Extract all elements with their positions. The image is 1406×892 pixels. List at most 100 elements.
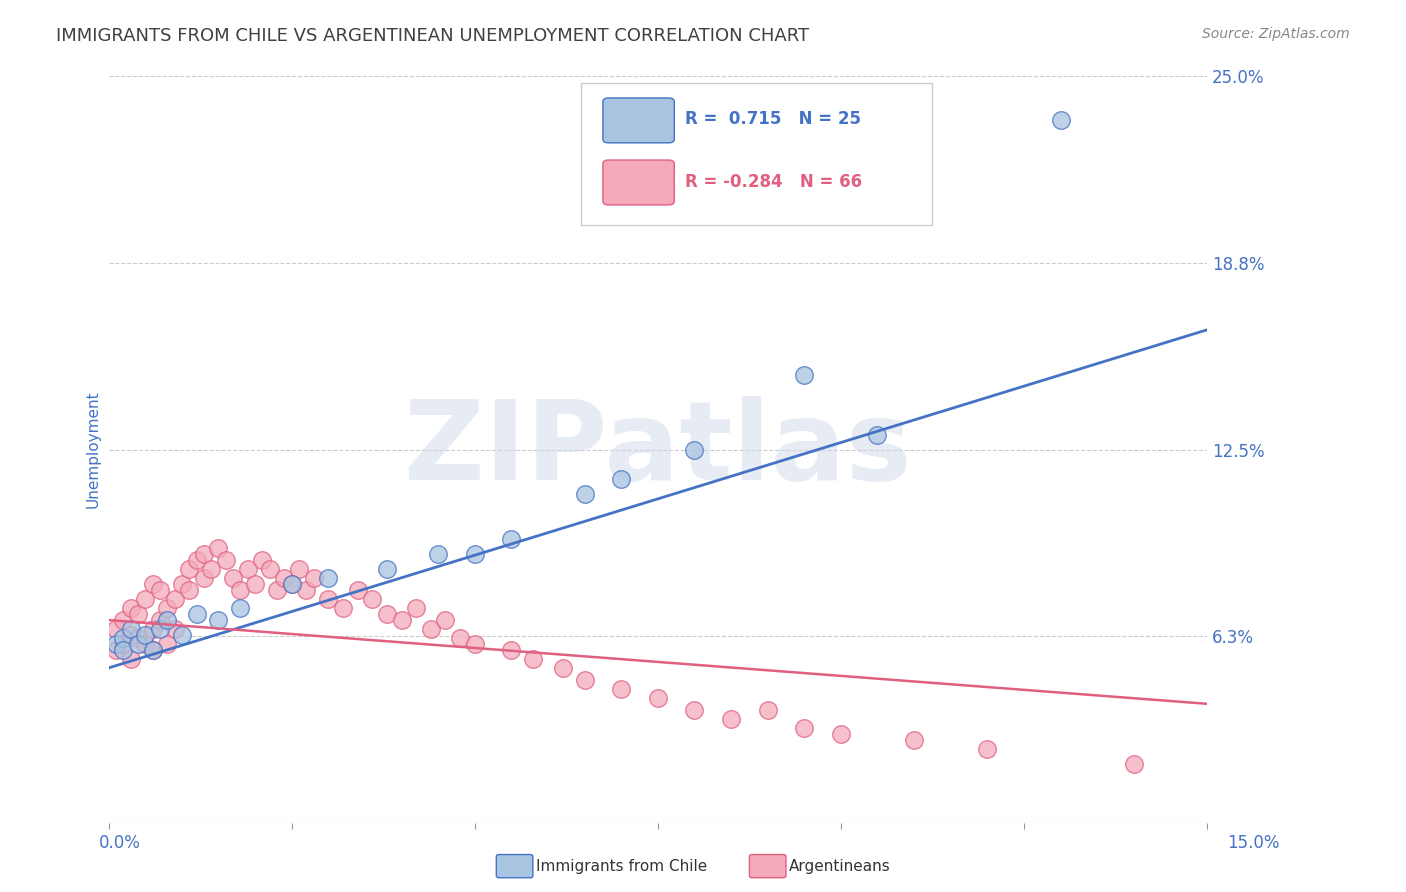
Point [186,607,208,621]
Point [149,583,172,598]
Point [464,637,486,651]
Point [375,607,398,621]
Point [375,562,398,576]
Point [332,601,354,615]
Point [361,592,384,607]
Point [207,613,229,627]
Point [156,601,179,615]
FancyBboxPatch shape [581,83,932,225]
Point [236,562,259,576]
Point [200,562,222,576]
Point [127,637,149,651]
Text: IMMIGRANTS FROM CHILE VS ARGENTINEAN UNEMPLOYMENT CORRELATION CHART: IMMIGRANTS FROM CHILE VS ARGENTINEAN UNE… [56,27,810,45]
Y-axis label: Unemployment: Unemployment [86,391,100,508]
Point [288,562,311,576]
Text: R =  0.715   N = 25: R = 0.715 N = 25 [685,110,862,128]
Point [127,631,149,645]
Point [149,613,172,627]
Point [252,553,274,567]
Point [318,592,340,607]
Point [976,741,998,756]
Point [647,690,669,705]
Point [280,577,302,591]
Point [104,637,127,651]
Point [142,643,165,657]
Point [551,661,574,675]
Text: 0.0%: 0.0% [98,834,141,852]
Point [142,577,165,591]
Point [720,712,742,726]
Point [142,622,165,636]
Point [295,583,318,598]
Point [449,631,471,645]
Point [302,571,325,585]
Point [574,673,596,687]
Point [229,583,252,598]
Point [683,442,706,457]
Point [793,721,815,735]
Point [427,547,450,561]
Point [134,628,156,642]
Point [793,368,815,382]
Point [318,571,340,585]
Point [120,652,142,666]
Point [243,577,266,591]
Point [112,637,135,651]
Point [222,571,245,585]
Point [170,628,193,642]
Point [120,628,142,642]
Point [280,577,302,591]
Point [179,583,201,598]
Point [193,547,215,561]
Point [756,703,779,717]
Point [104,622,127,636]
Point [112,643,135,657]
Point [134,592,156,607]
FancyBboxPatch shape [603,160,675,205]
Point [142,643,165,657]
Point [112,613,135,627]
Text: 15.0%: 15.0% [1227,834,1279,852]
Point [1122,756,1144,771]
Text: Source: ZipAtlas.com: Source: ZipAtlas.com [1202,27,1350,41]
Point [391,613,413,627]
Text: Immigrants from Chile: Immigrants from Chile [536,859,707,873]
FancyBboxPatch shape [603,98,675,143]
Point [163,622,186,636]
Point [156,613,179,627]
Point [193,571,215,585]
Point [104,643,127,657]
Point [866,427,889,442]
Point [120,601,142,615]
Point [830,727,852,741]
Point [346,583,368,598]
Point [574,487,596,501]
Point [1049,113,1071,128]
Point [127,607,149,621]
Point [522,652,544,666]
Text: ZIPatlas: ZIPatlas [404,396,911,503]
Point [610,681,633,696]
Point [112,631,135,645]
Point [259,562,281,576]
Point [501,643,523,657]
Point [434,613,457,627]
Point [120,622,142,636]
Point [903,732,925,747]
Point [149,622,172,636]
Point [163,592,186,607]
Point [170,577,193,591]
Point [610,472,633,486]
Point [229,601,252,615]
Point [464,547,486,561]
Point [215,553,238,567]
Point [186,553,208,567]
Point [419,622,441,636]
Text: Argentineans: Argentineans [789,859,890,873]
Point [683,703,706,717]
Point [501,533,523,547]
Point [179,562,201,576]
Point [156,637,179,651]
Point [405,601,427,615]
Text: R = -0.284   N = 66: R = -0.284 N = 66 [685,173,862,191]
